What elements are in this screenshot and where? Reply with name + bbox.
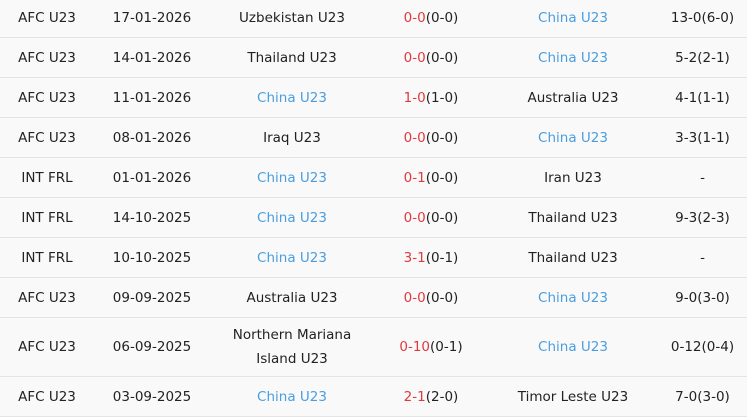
corners-cell: 3-3(1-1) xyxy=(658,117,747,158)
corners-cell: 9-0(3-0) xyxy=(658,277,747,318)
home-team[interactable]: China U23 xyxy=(210,77,374,118)
table-row[interactable]: INT FRL 14-10-2025 China U23 0-0(0-0) Thaila… xyxy=(0,197,747,238)
home-team[interactable]: Uzbekistan U23 xyxy=(210,0,374,38)
league-cell: INT FRL xyxy=(0,237,94,278)
score-cell[interactable]: 3-1(0-1) xyxy=(374,237,488,278)
half-time-score: (0-0) xyxy=(425,289,459,306)
full-time-score: 0-10 xyxy=(399,339,431,355)
date-cell: 14-01-2026 xyxy=(94,37,210,78)
corners-cell: 7-0(3-0) xyxy=(658,376,747,417)
date-cell: 06-09-2025 xyxy=(94,317,210,377)
half-time-score: (0-0) xyxy=(425,49,459,66)
corners-cell: 5-2(2-1) xyxy=(658,37,747,78)
league-cell: AFC U23 xyxy=(0,376,94,417)
full-time-score: 2-1 xyxy=(403,388,426,405)
score-cell[interactable]: 0-1(0-0) xyxy=(374,157,488,198)
table-row[interactable]: AFC U23 08-01-2026 Iraq U23 0-0(0-0) China U… xyxy=(0,117,747,158)
league-cell: AFC U23 xyxy=(0,37,94,78)
full-time-score: 1-0 xyxy=(403,89,426,106)
away-team[interactable]: Thailand U23 xyxy=(488,197,658,238)
corners-cell: 0-12(0-4) xyxy=(658,317,747,377)
league-cell: INT FRL xyxy=(0,197,94,238)
score-cell[interactable]: 0-0(0-0) xyxy=(374,197,488,238)
score-cell[interactable]: 0-0(0-0) xyxy=(374,117,488,158)
score-cell[interactable]: 2-1(2-0) xyxy=(374,376,488,417)
date-cell: 01-01-2026 xyxy=(94,157,210,198)
half-time-score: (0-0) xyxy=(425,209,459,226)
home-team[interactable]: Iraq U23 xyxy=(210,117,374,158)
away-team[interactable]: China U23 xyxy=(488,277,658,318)
table-row[interactable]: INT FRL 01-01-2026 China U23 0-1(0-0) Iran U… xyxy=(0,157,747,198)
table-row[interactable]: INT FRL 10-10-2025 China U23 3-1(0-1) Thaila… xyxy=(0,237,747,278)
away-team[interactable]: Thailand U23 xyxy=(488,237,658,278)
half-time-score: (0-1) xyxy=(430,339,463,355)
corners-cell: 4-1(1-1) xyxy=(658,77,747,118)
league-cell: AFC U23 xyxy=(0,0,94,38)
corners-cell: - xyxy=(658,157,747,198)
full-time-score: 0-0 xyxy=(403,289,426,306)
home-team[interactable]: Thailand U23 xyxy=(210,37,374,78)
score-cell[interactable]: 1-0(1-0) xyxy=(374,77,488,118)
away-team[interactable]: China U23 xyxy=(488,117,658,158)
home-team[interactable]: Australia U23 xyxy=(210,277,374,318)
date-cell: 08-01-2026 xyxy=(94,117,210,158)
home-team[interactable]: China U23 xyxy=(210,376,374,417)
table-row[interactable]: AFC U23 17-01-2026 Uzbekistan U23 0-0(0-0) C… xyxy=(0,0,747,38)
table-row[interactable]: AFC U23 11-01-2026 China U23 1-0(1-0) Austra… xyxy=(0,77,747,118)
table-row[interactable]: AFC U23 03-09-2025 China U23 2-1(2-0) Timor … xyxy=(0,376,747,417)
full-time-score: 0-0 xyxy=(403,129,426,146)
full-time-score: 0-1 xyxy=(403,169,426,186)
full-time-score: 0-0 xyxy=(403,9,426,26)
away-team[interactable]: China U23 xyxy=(488,0,658,38)
date-cell: 11-01-2026 xyxy=(94,77,210,118)
away-team[interactable]: Australia U23 xyxy=(488,77,658,118)
home-team[interactable]: Northern Mariana Island U23 xyxy=(210,317,374,377)
half-time-score: (0-0) xyxy=(425,169,459,186)
full-time-score: 0-0 xyxy=(403,209,426,226)
full-time-score: 3-1 xyxy=(403,249,426,266)
league-cell: AFC U23 xyxy=(0,77,94,118)
full-time-score: 0-0 xyxy=(403,49,426,66)
table-row[interactable]: AFC U23 09-09-2025 Australia U23 0-0(0-0) Ch… xyxy=(0,277,747,318)
score-cell[interactable]: 0-0(0-0) xyxy=(374,37,488,78)
half-time-score: (0-1) xyxy=(425,249,459,266)
date-cell: 09-09-2025 xyxy=(94,277,210,318)
league-cell: AFC U23 xyxy=(0,317,94,377)
away-team[interactable]: China U23 xyxy=(488,37,658,78)
date-cell: 03-09-2025 xyxy=(94,376,210,417)
half-time-score: (2-0) xyxy=(425,388,459,405)
home-team[interactable]: China U23 xyxy=(210,237,374,278)
corners-cell: - xyxy=(658,237,747,278)
date-cell: 10-10-2025 xyxy=(94,237,210,278)
league-cell: AFC U23 xyxy=(0,117,94,158)
league-cell: INT FRL xyxy=(0,157,94,198)
score-cell[interactable]: 0-0(0-0) xyxy=(374,0,488,38)
half-time-score: (1-0) xyxy=(425,89,459,106)
away-team[interactable]: China U23 xyxy=(488,317,658,377)
home-team[interactable]: China U23 xyxy=(210,157,374,198)
corners-cell: 13-0(6-0) xyxy=(658,0,747,38)
home-team[interactable]: China U23 xyxy=(210,197,374,238)
away-team[interactable]: Iran U23 xyxy=(488,157,658,198)
corners-cell: 9-3(2-3) xyxy=(658,197,747,238)
score-cell[interactable]: 0-0(0-0) xyxy=(374,277,488,318)
score-cell[interactable]: 0-10(0-1) xyxy=(374,317,488,377)
table-row[interactable]: AFC U23 14-01-2026 Thailand U23 0-0(0-0) Chi… xyxy=(0,37,747,78)
date-cell: 14-10-2025 xyxy=(94,197,210,238)
date-cell: 17-01-2026 xyxy=(94,0,210,38)
league-cell: AFC U23 xyxy=(0,277,94,318)
table-row[interactable]: AFC U23 06-09-2025 Northern Mariana Island… xyxy=(0,317,747,377)
half-time-score: (0-0) xyxy=(425,9,459,26)
away-team[interactable]: Timor Leste U23 xyxy=(488,376,658,417)
half-time-score: (0-0) xyxy=(425,129,459,146)
